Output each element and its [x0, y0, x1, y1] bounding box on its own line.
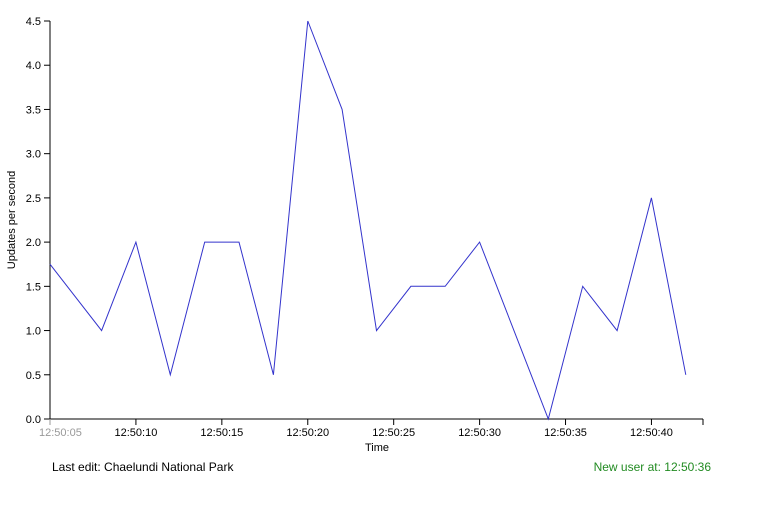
y-tick-label: 1.0 — [26, 326, 41, 338]
y-tick-label: 2.0 — [26, 237, 41, 249]
x-tick-label: 12:50:10 — [115, 427, 158, 439]
x-tick-label: 12:50:20 — [286, 427, 329, 439]
x-tick-label: 12:50:30 — [458, 427, 501, 439]
x-tick-label: 12:50:15 — [200, 427, 243, 439]
x-tick-label: 12:50:05 — [39, 427, 82, 439]
y-axis: 0.0 0.5 1.0 1.5 2.0 2.5 3.0 3.5 4.0 4.5 — [26, 16, 51, 426]
y-tick-label: 2.5 — [26, 193, 41, 205]
series-line — [49, 20, 687, 421]
y-tick-label: 4.5 — [26, 16, 41, 28]
y-tick-label: 3.5 — [26, 104, 41, 116]
y-tick-label: 3.0 — [26, 149, 41, 161]
y-tick-label: 4.0 — [26, 60, 41, 72]
x-axis-title: Time — [365, 442, 389, 454]
series-layer — [49, 20, 687, 421]
x-tick-label: 12:50:35 — [544, 427, 587, 439]
y-axis-title: Updates per second — [6, 171, 18, 269]
x-tick-label: 12:50:25 — [372, 427, 415, 439]
x-axis: 12:50:05 12:50:10 12:50:15 12:50:20 12:50:25… — [39, 418, 704, 439]
new-user-status: New user at: 12:50:36 — [593, 460, 711, 474]
y-tick-label: 0.5 — [26, 370, 41, 382]
y-tick-label: 1.5 — [26, 281, 41, 293]
chart: 0.00.51.01.52.02.53.03.54.04.5 12:50:05 1… — [6, 16, 704, 454]
y-tick-label: 0.0 — [26, 414, 41, 426]
last-edit-status: Last edit: Chaelundi National Park — [52, 460, 234, 474]
x-tick-label: 12:50:40 — [630, 427, 673, 439]
